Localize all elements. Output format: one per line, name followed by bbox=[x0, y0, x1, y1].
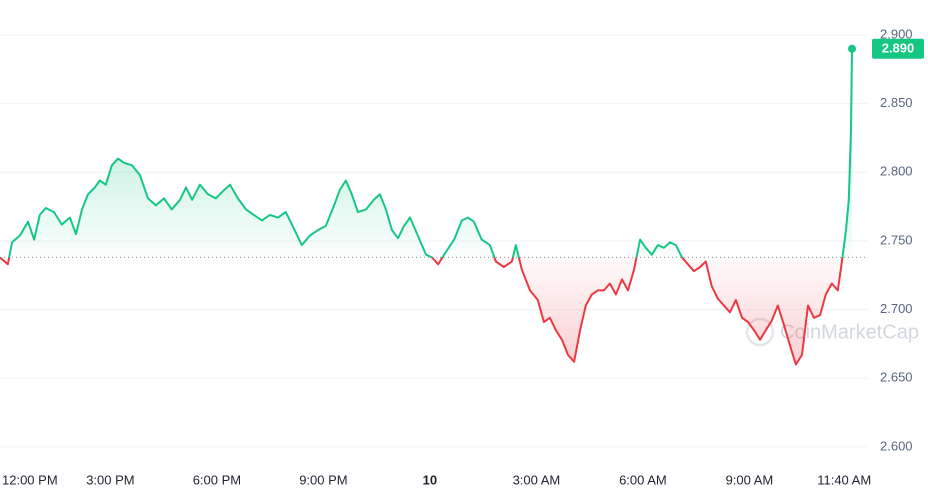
x-tick-label: 3:00 AM bbox=[513, 472, 561, 487]
x-tick-label: 9:00 PM bbox=[299, 472, 347, 487]
watermark: CoinMarketCap bbox=[780, 321, 919, 343]
last-price-label: 2.890 bbox=[882, 41, 915, 56]
y-tick-label: 2.650 bbox=[880, 370, 913, 385]
price-line bbox=[0, 48, 853, 366]
y-tick-label: 2.600 bbox=[880, 438, 913, 453]
y-tick-label: 2.850 bbox=[880, 95, 913, 110]
x-tick-label: 12:00 PM bbox=[2, 472, 58, 487]
x-tick-label: 6:00 AM bbox=[619, 472, 667, 487]
x-tick-label: 10 bbox=[423, 472, 437, 487]
y-tick-label: 2.750 bbox=[880, 232, 913, 247]
last-point bbox=[848, 44, 857, 53]
last-price-box bbox=[872, 38, 924, 59]
x-tick-label: 9:00 AM bbox=[726, 472, 774, 487]
y-tick-label: 2.700 bbox=[880, 301, 913, 316]
y-tick-label: 2.900 bbox=[880, 26, 913, 41]
x-tick-label: 6:00 PM bbox=[193, 472, 241, 487]
area-fill bbox=[0, 48, 852, 365]
x-tick-label: 3:00 PM bbox=[86, 472, 134, 487]
x-tick-label: 11:40 AM bbox=[817, 472, 871, 487]
y-tick-label: 2.800 bbox=[880, 164, 913, 179]
